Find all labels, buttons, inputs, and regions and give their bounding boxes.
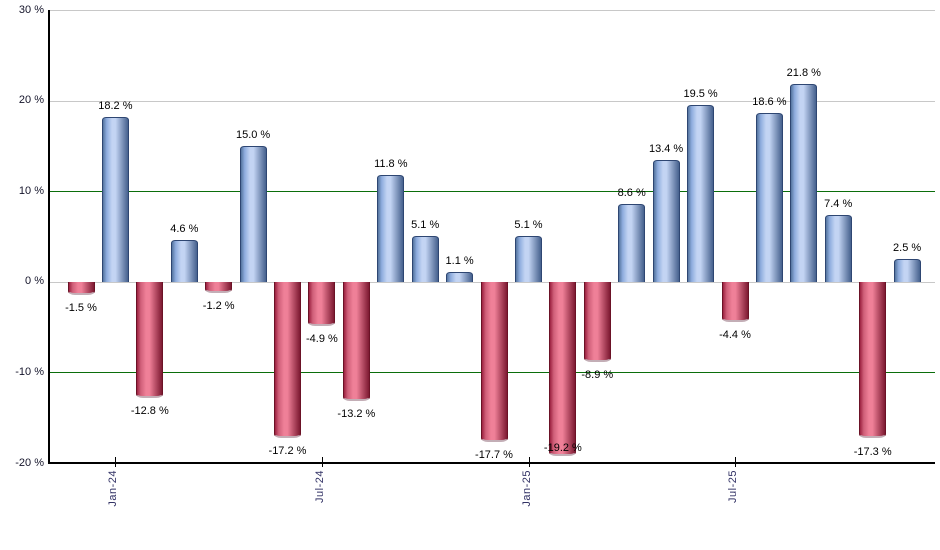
gridline-10pct [49, 191, 935, 193]
bar-value-label: 21.8 % [786, 67, 821, 80]
x-axis-tick-label: Jan-24 [107, 470, 120, 507]
bar-value-label: 13.4 % [648, 143, 684, 156]
bar-22 [824, 214, 852, 282]
bar-value-label: -4.9 % [305, 333, 338, 346]
bar-15 [583, 281, 611, 363]
bar-value-label: 18.2 % [98, 99, 133, 112]
bar-value-label: -19.2 % [543, 441, 582, 454]
bar-value-label: 15.0 % [235, 128, 271, 141]
x-axis-line [48, 462, 935, 464]
gridline-30pct [49, 10, 935, 11]
x-axis-tick-mark [321, 457, 323, 467]
bar-12 [480, 281, 508, 443]
bar-14 [549, 281, 577, 456]
bar-value-label: -1.5 % [65, 302, 97, 315]
bar-value-label: -17.3 % [853, 445, 892, 458]
bar-13 [515, 235, 542, 282]
y-axis-tick-label: 30 % [18, 3, 44, 16]
bar-8 [342, 281, 370, 402]
bar-21 [790, 84, 818, 282]
bar-17 [652, 160, 680, 282]
x-axis-tick-mark [735, 457, 736, 467]
bar-5 [239, 145, 267, 282]
bar-value-label: 7.4 % [824, 197, 853, 210]
y-axis-tick-label: -20 % [15, 456, 44, 469]
bar-23 [859, 281, 887, 439]
y-axis-line [48, 10, 50, 463]
bar-10 [411, 235, 439, 282]
bar-value-label: 5.1 % [411, 218, 440, 231]
bar-value-label: -17.2 % [268, 444, 307, 457]
bar-6 [274, 281, 301, 438]
x-axis-tick-mark [115, 457, 117, 467]
bar-value-label: 19.5 % [683, 88, 718, 101]
x-axis-tick-label: Jul-24 [313, 470, 326, 503]
bar-20 [755, 113, 783, 282]
x-axis-tick-label: Jan-25 [520, 470, 533, 507]
bar-value-label: -4.4 % [719, 328, 751, 341]
bar-value-label: 2.5 % [893, 242, 922, 255]
bar-value-label: -8.9 % [581, 369, 614, 382]
bar-3 [170, 240, 198, 282]
bar-11 [446, 271, 474, 282]
bar-value-label: 4.6 % [170, 223, 199, 236]
bar-value-label: -1.2 % [202, 299, 235, 312]
bar-18 [687, 105, 715, 282]
bar-9 [377, 174, 405, 282]
y-axis-tick-label: -10 % [15, 365, 44, 378]
y-axis-tick-label: 0 % [25, 275, 44, 288]
bar-16 [618, 203, 646, 282]
y-axis-tick-label: 20 % [18, 94, 44, 107]
x-axis-tick-label: Jul-25 [727, 470, 739, 503]
bar-value-label: 8.6 % [617, 186, 646, 199]
x-axis-tick-mark [528, 457, 530, 467]
bar-4 [205, 281, 233, 293]
bar-24 [893, 259, 921, 282]
bar-value-label: 1.1 % [445, 254, 474, 267]
y-axis-tick-label: 10 % [18, 184, 44, 197]
bar-value-label: 11.8 % [374, 157, 408, 170]
gridline-20pct [49, 100, 935, 102]
bar-value-label: -12.8 % [130, 404, 169, 417]
bar-1 [101, 116, 129, 282]
bar-value-label: 18.6 % [752, 96, 787, 109]
bar-2 [136, 281, 164, 398]
bar-value-label: -17.7 % [475, 449, 513, 462]
bar-value-label: 5.1 % [514, 218, 543, 231]
bar-7 [308, 281, 336, 327]
bar-0 [67, 281, 95, 296]
bar-19 [721, 281, 749, 322]
bar-value-label: -13.2 % [337, 408, 376, 421]
